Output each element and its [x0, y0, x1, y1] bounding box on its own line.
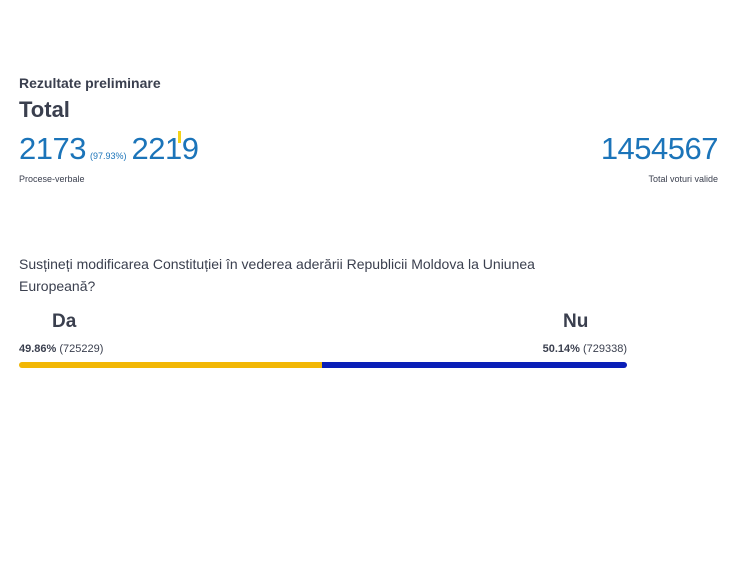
results-bar-nu	[322, 362, 627, 368]
section-title: Total	[19, 97, 70, 122]
protocols-total: 2219	[131, 131, 199, 166]
option-nu-name: Nu	[563, 311, 589, 332]
option-da-name: Da	[52, 311, 77, 332]
option-da-stat: 49.86% (725229)	[19, 343, 103, 355]
section-subtitle: Rezultate preliminare	[19, 75, 161, 91]
progress-tick-marker	[177, 131, 181, 143]
option-nu-percent: 50.14%	[542, 343, 580, 355]
protocols-processed: 2173	[19, 131, 86, 166]
protocols-counter: 2173 (97.93%) 2219	[19, 131, 199, 167]
valid-votes-label: Total voturi valide	[648, 174, 718, 184]
protocols-label: Procese-verbale	[19, 174, 85, 184]
option-da-percent: 49.86%	[19, 343, 57, 355]
option-nu-votes: (729338)	[582, 343, 627, 355]
option-da-votes: (725229)	[59, 343, 104, 355]
protocols-total-wrap: 2219	[132, 131, 199, 167]
referendum-question: Susțineți modificarea Constituției în ve…	[19, 256, 535, 294]
results-bar	[19, 362, 627, 368]
valid-votes-value: 1454567	[600, 131, 719, 166]
results-bar-da	[19, 362, 323, 368]
option-nu-stat: 50.14% (729338)	[543, 343, 627, 355]
protocols-percent: (97.93%)	[89, 151, 127, 161]
